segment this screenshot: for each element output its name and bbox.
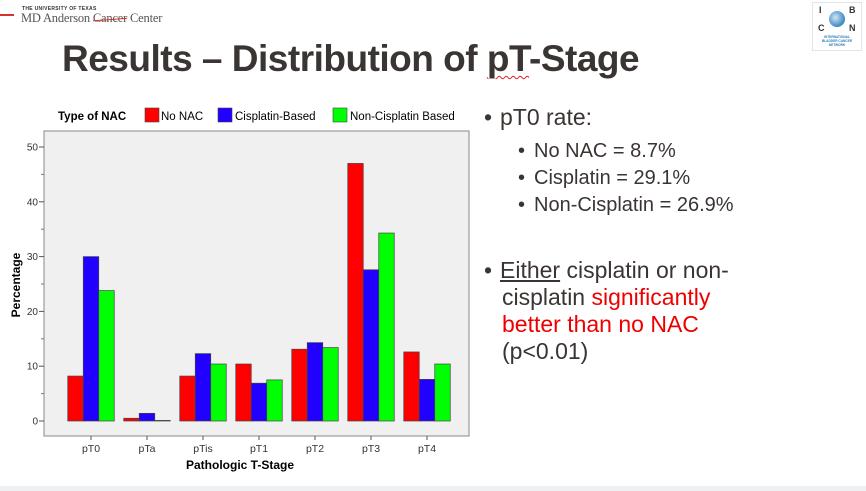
y-tick-label: 50 (27, 143, 39, 154)
x-axis-label: Pathologic T-Stage (186, 458, 294, 472)
sub-bullet-non-cisplatin: • Non-Cisplatin = 26.9% (518, 194, 734, 216)
bar-pT3-1 (362, 269, 380, 422)
ibcn-caption-3: NETWORK (828, 43, 846, 47)
underlined-either: Either (500, 257, 561, 283)
bullet-either-text: cisplatin or non- (560, 257, 729, 283)
y-tick-label: 30 (27, 252, 39, 263)
legend-label-cisplatin: Cisplatin-Based (235, 111, 316, 123)
sub-bullet-cisplatin: • Cisplatin = 29.1% (518, 167, 691, 189)
bar-pT0-2 (98, 290, 115, 422)
x-axis: pT0 pTa pTis pT1 pT2 pT3 pT4 (82, 436, 436, 455)
sub-bullet-text: Non-Cisplatin = 26.9% (534, 194, 734, 216)
ibcn-caption-2: BLADDER CANCER (821, 39, 853, 43)
bar-pTa-0 (123, 417, 140, 422)
bar-pT2-2 (322, 347, 339, 422)
globe-icon (829, 11, 845, 27)
bottom-strip (0, 486, 866, 491)
bar-pTis-1 (194, 353, 212, 422)
legend-label-non-cisplatin: Non-Cisplatin Based (350, 111, 455, 123)
logo-university-text: THE UNIVERSITY OF TEXAS (22, 6, 97, 12)
bullet-either-line4: (p<0.01) (502, 338, 589, 364)
line2-red: significantly (591, 284, 711, 310)
bar-pT2-0 (291, 348, 308, 422)
plot-area (43, 130, 470, 437)
ibcn-letter-n: N (849, 23, 856, 33)
logo-text-2: Center (127, 11, 163, 25)
bar-chart: Type of NAC No NAC Cisplatin-Based Non-C… (9, 107, 470, 472)
bar-pT1-1 (250, 382, 268, 422)
bar-pT1-2 (266, 379, 283, 422)
title-part-squiggle: pT (486, 38, 530, 79)
bullet-pt0-text: pT0 rate: (500, 104, 593, 130)
legend-title: Type of NAC (58, 111, 126, 123)
y-tick-label: 0 (32, 417, 38, 428)
y-axis: 0 10 20 30 40 50 (27, 143, 44, 428)
legend-swatch-cisplatin (217, 107, 233, 123)
slide-title: Results – Distribution of pT-Stage (62, 38, 640, 80)
bar-pTis-0 (179, 375, 196, 422)
legend-swatch-no-nac (144, 107, 160, 123)
x-tick-label: pT4 (418, 443, 436, 455)
bullet-pt0-rate: • pT0 rate: (484, 104, 593, 130)
bullet-either-line2: cisplatin significantly (502, 284, 710, 311)
bar-pT4-2 (434, 363, 451, 422)
sub-bullet-text: Cisplatin = 29.1% (534, 167, 691, 189)
bar-pT2-1 (306, 342, 324, 422)
x-tick-label: pT3 (362, 443, 380, 455)
x-tick-label: pT0 (82, 443, 100, 455)
ibcn-letter-b: B (849, 5, 856, 15)
bullet-either-line3: better than no NAC (502, 311, 699, 337)
x-tick-label: pTa (139, 443, 156, 455)
chart-legend: Type of NAC No NAC Cisplatin-Based Non-C… (58, 107, 455, 123)
bullet-either: • Either cisplatin or non- (484, 257, 729, 283)
legend-swatch-non-cisplatin (332, 107, 348, 123)
bar-pT4-1 (418, 379, 436, 422)
y-tick-label: 20 (27, 307, 39, 318)
x-tick-label: pTis (193, 443, 212, 455)
x-tick-label: pT2 (306, 443, 324, 455)
bar-pT1-0 (235, 363, 252, 422)
line2-plain: cisplatin (502, 284, 592, 310)
bar-pT3-0 (347, 163, 364, 422)
bar-pTa-1 (138, 412, 156, 422)
ibcn-logo: I B C N INTERNATIONAL BLADDER CANCER NET… (812, 2, 862, 51)
sub-bullet-no-nac: • No NAC = 8.7% (518, 140, 676, 162)
title-part-3: -Stage (529, 38, 640, 79)
logo-text-1: MD Anderson (21, 11, 93, 25)
md-anderson-logo: MD Anderson Cancer Center (21, 11, 162, 26)
bar-pT0-0 (67, 375, 84, 422)
y-tick-label: 40 (27, 197, 39, 208)
legend-label-no-nac: No NAC (161, 111, 203, 123)
bar-pT4-0 (403, 351, 420, 422)
bar-pT3-2 (378, 232, 395, 422)
y-tick-label: 10 (27, 362, 39, 373)
bars (67, 163, 451, 422)
y-axis-label: Percentage (9, 252, 23, 317)
title-part-1: Results – Distribution of (62, 38, 487, 79)
bar-pTis-2 (210, 363, 227, 422)
ibcn-letter-i: I (819, 5, 822, 15)
ibcn-caption-1: INTERNATIONAL (824, 35, 850, 39)
logo-text-strike: Cancer (92, 11, 128, 25)
ibcn-letter-c: C (818, 23, 825, 33)
bar-pTa-2 (154, 420, 171, 422)
x-tick-label: pT1 (250, 443, 268, 455)
sub-bullet-text: No NAC = 8.7% (534, 140, 676, 162)
logo-accent-line (0, 14, 14, 16)
bar-pT0-1 (82, 256, 100, 422)
